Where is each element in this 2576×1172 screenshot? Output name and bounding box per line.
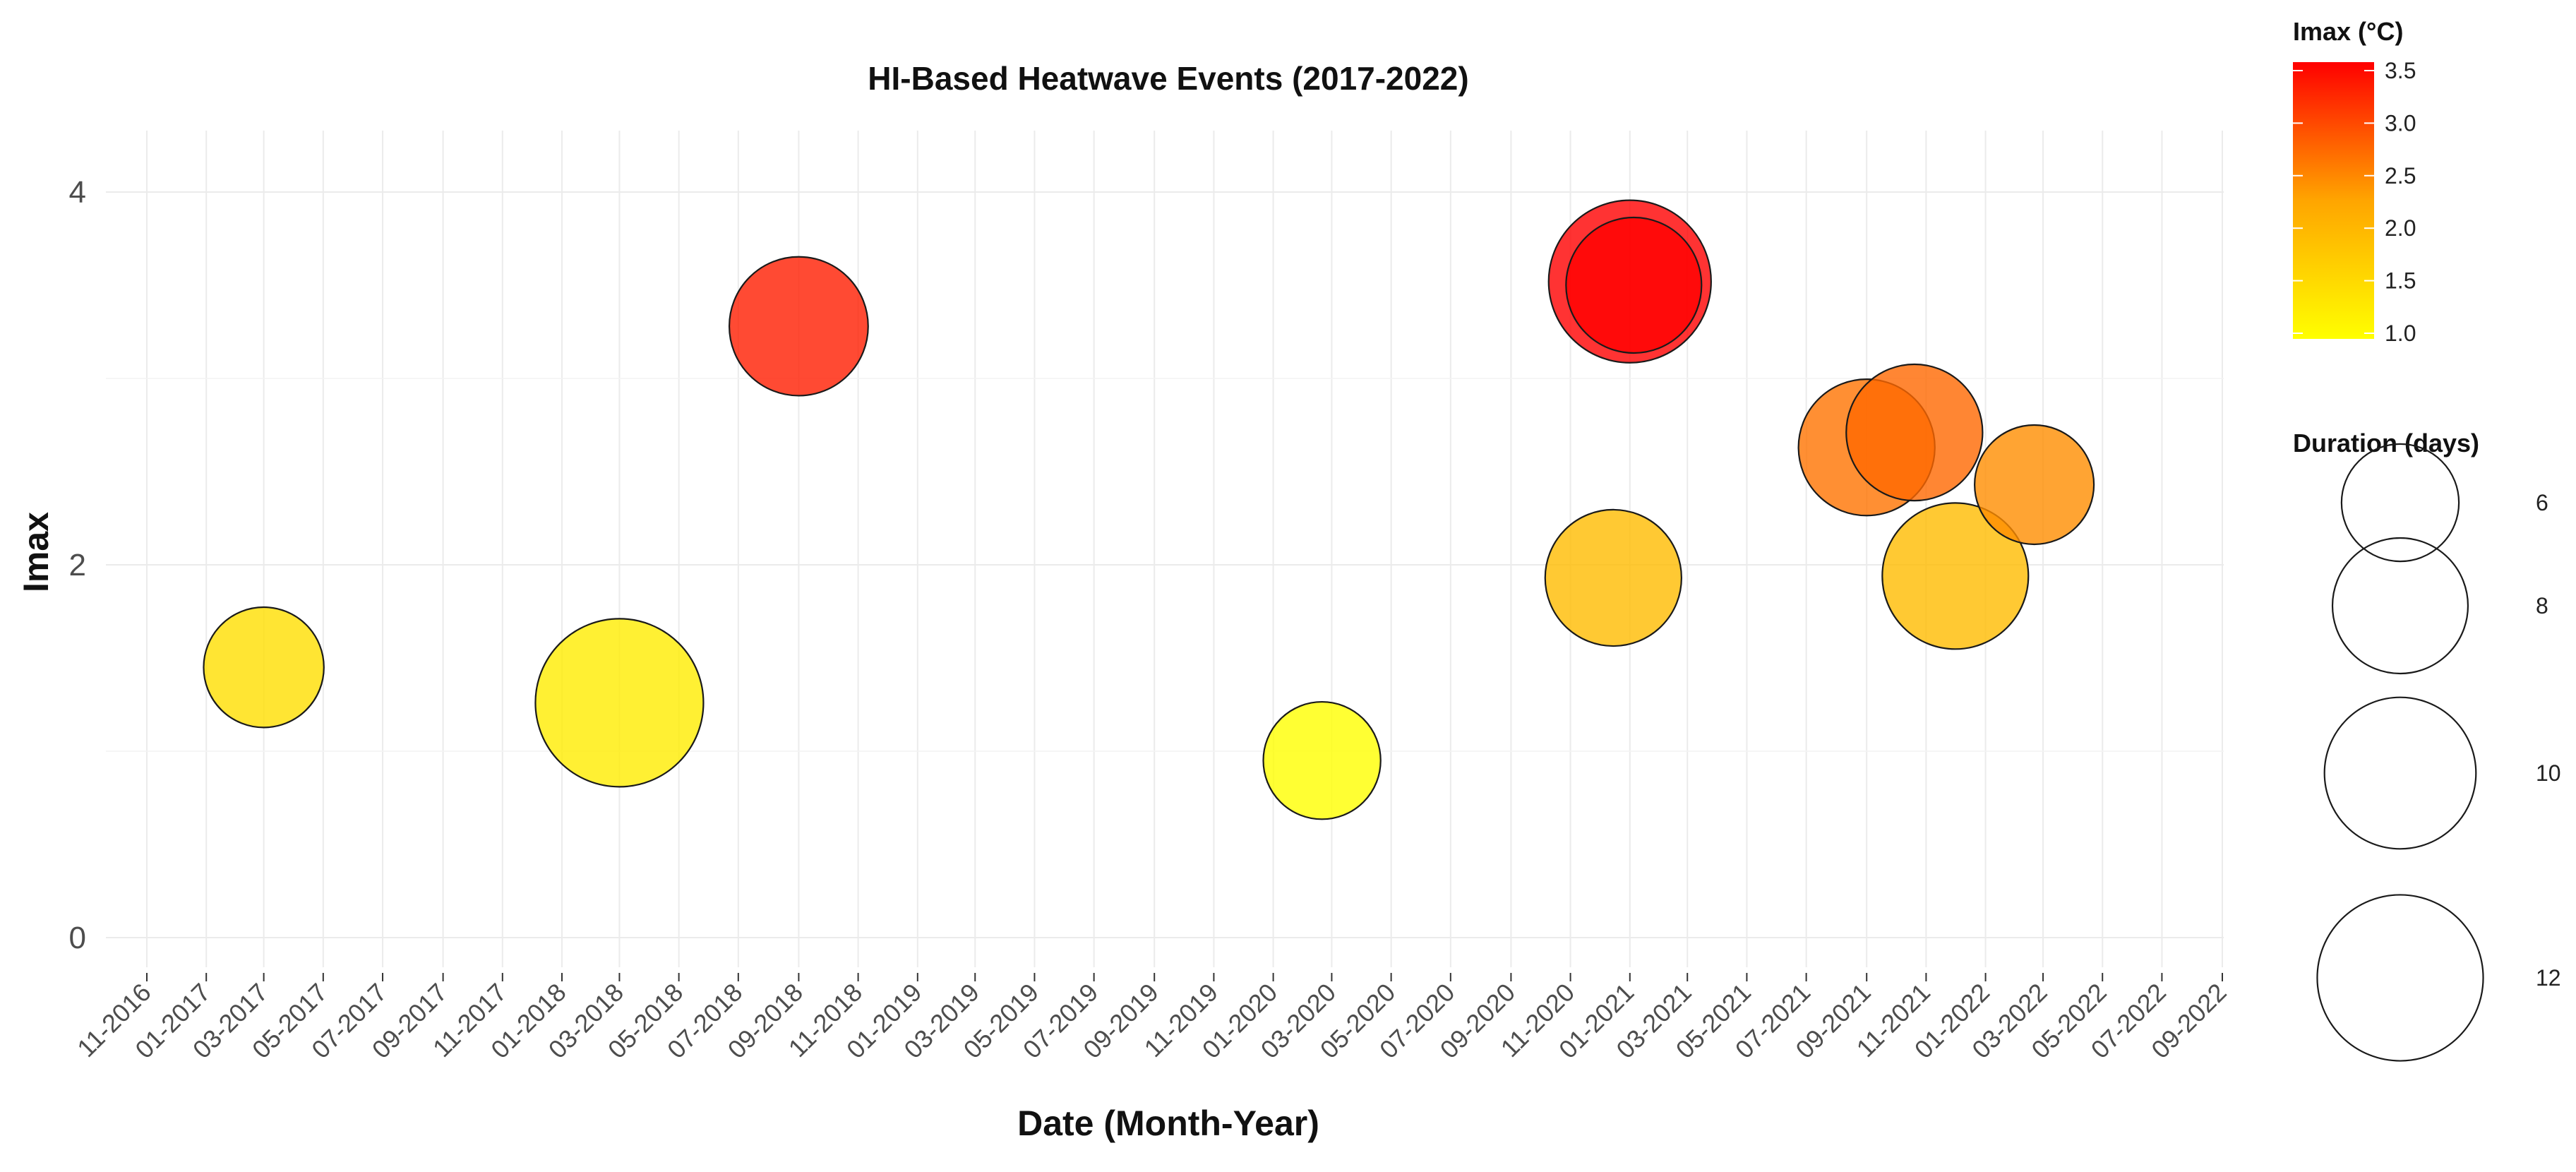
size-legend-circle <box>2331 537 2469 675</box>
colorbar-labels: 3.5 3.0 2.5 2.0 1.5 1.0 <box>2293 58 2416 346</box>
size-legend: Duration (days) 6 8 10 12 <box>2293 429 2561 1062</box>
size-legend-label: 12 <box>2536 965 2561 991</box>
heatwave-bubble <box>1565 216 1703 354</box>
colorbar <box>2293 62 2374 339</box>
y-tick-label: 4 <box>69 175 86 210</box>
heatwave-bubble <box>728 256 869 397</box>
color-legend-title: Imax (°C) <box>2293 17 2403 46</box>
x-axis: 11-201601-201703-201705-201707-201709-20… <box>71 973 2232 1064</box>
bubble-series <box>203 199 2095 820</box>
y-tick-label: 2 <box>69 548 86 582</box>
heatwave-bubble <box>1974 424 2095 546</box>
size-legend-circle <box>2323 696 2477 850</box>
colorbar-label: 3.0 <box>2385 110 2416 136</box>
colorbar-label: 2.5 <box>2385 163 2416 189</box>
heatwave-bubble <box>1845 363 1984 502</box>
y-tick-label: 0 <box>69 921 86 955</box>
size-legend-label: 6 <box>2536 490 2548 515</box>
heatwave-bubble <box>1544 508 1682 647</box>
y-axis: 0 2 4 <box>69 175 86 955</box>
colorbar-label: 2.0 <box>2385 215 2416 241</box>
size-legend-label: 8 <box>2536 593 2548 618</box>
colorbar-label: 3.5 <box>2385 58 2416 83</box>
size-legend-keys: 6 8 10 12 <box>2316 443 2561 1062</box>
size-legend-label: 10 <box>2536 760 2561 786</box>
heatwave-bubble <box>1881 502 2030 650</box>
colorbar-label: 1.5 <box>2385 268 2416 294</box>
size-legend-title: Duration (days) <box>2293 429 2479 458</box>
color-legend: Imax (°C) 3.5 3.0 2.5 2.0 1.5 1.0 <box>2293 17 2416 346</box>
chart-title: HI-Based Heatwave Events (2017-2022) <box>868 60 1468 97</box>
heatwave-bubble <box>534 618 705 788</box>
colorbar-label: 1.0 <box>2385 321 2416 346</box>
x-axis-title: Date (Month-Year) <box>1017 1104 1319 1143</box>
size-legend-circle <box>2316 894 2484 1062</box>
size-legend-circle <box>2340 443 2460 563</box>
heatwave-bubble <box>203 606 325 729</box>
y-axis-title: Imax <box>16 512 56 592</box>
heatwave-bubble <box>1262 700 1382 820</box>
